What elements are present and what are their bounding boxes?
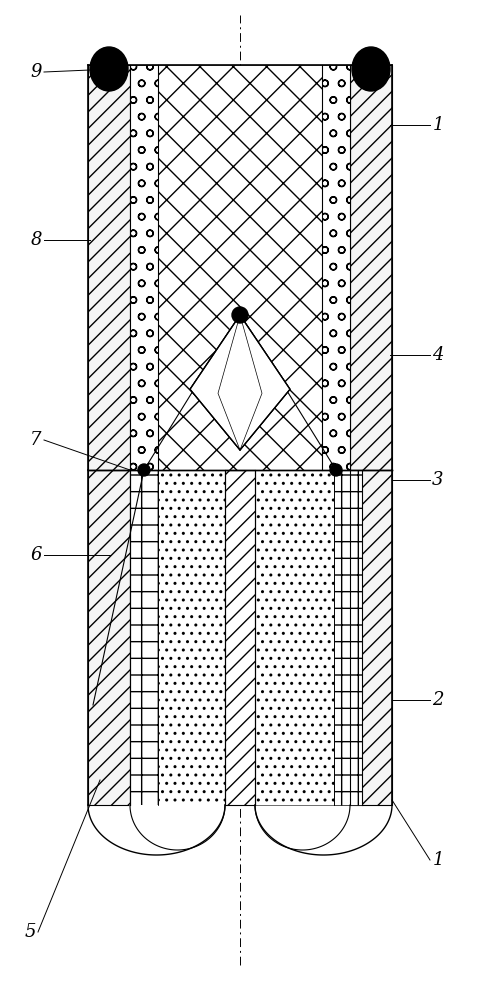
Polygon shape — [130, 805, 225, 850]
Bar — [350, 65, 392, 470]
Circle shape — [138, 464, 150, 476]
Ellipse shape — [90, 47, 128, 91]
Text: 2: 2 — [432, 691, 444, 709]
Bar — [158, 65, 322, 470]
Text: 4: 4 — [432, 346, 444, 364]
Bar — [322, 65, 350, 470]
Bar — [130, 805, 225, 855]
Text: 3: 3 — [432, 471, 444, 489]
Text: 6: 6 — [30, 546, 42, 564]
Text: 9: 9 — [30, 63, 42, 81]
Bar — [158, 470, 225, 805]
Bar — [255, 470, 334, 805]
Text: 5: 5 — [24, 923, 36, 941]
Bar — [88, 65, 130, 470]
Bar — [130, 470, 158, 805]
Circle shape — [330, 464, 342, 476]
Text: 8: 8 — [30, 231, 42, 249]
Text: 1: 1 — [432, 851, 444, 869]
Bar — [88, 470, 130, 805]
Bar — [225, 470, 255, 805]
Bar — [334, 470, 362, 805]
Polygon shape — [190, 315, 290, 450]
Text: 1: 1 — [432, 116, 444, 134]
Bar — [350, 470, 392, 805]
Circle shape — [232, 307, 248, 323]
Ellipse shape — [352, 47, 390, 91]
Polygon shape — [190, 315, 290, 450]
Bar — [130, 65, 158, 470]
Text: 7: 7 — [30, 431, 42, 449]
